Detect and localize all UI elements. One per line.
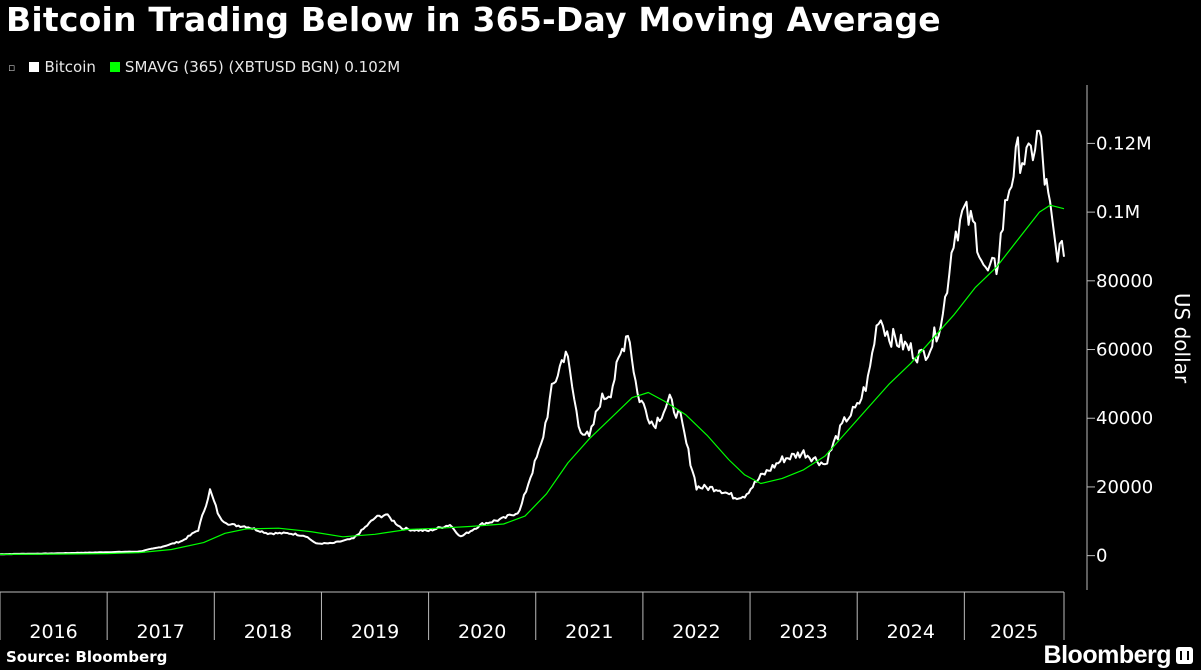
x-tick-label: 2021 [565,621,613,640]
legend-label-bitcoin: Bitcoin [44,58,96,76]
y-tick-label: 20000 [1096,477,1153,498]
x-tick-label: 2024 [887,621,935,640]
legend-swatch-smavg [109,62,120,72]
x-tick-label: 2018 [244,621,292,640]
x-tick-label: 2019 [351,621,399,640]
x-tick-label: 2017 [137,621,185,640]
y-axis-title: US dollar [1170,293,1194,384]
smavg-365-line [0,204,1065,555]
bloomberg-icon [1176,647,1193,664]
y-tick-label: 80000 [1096,271,1153,292]
legend-label-smavg: SMAVG (365) (XBTUSD BGN) 0.102M [124,58,401,76]
y-tick-label: 40000 [1096,408,1153,429]
chart-legend: ▫ Bitcoin SMAVG (365) (XBTUSD BGN) 0.102… [8,57,400,77]
brand-logo: Bloomberg [1043,641,1172,669]
y-tick-label: 60000 [1096,340,1153,361]
source-note: Source: Bloomberg [6,648,168,666]
line-chart: 0 20000 40000 60000 80000 0.1M 0.12M US dollar 2… [0,85,1194,640]
chart-title: Bitcoin Trading Below in 365-Day Moving … [6,0,941,39]
y-tick-label: 0.12M [1096,133,1152,154]
x-tick-label: 2016 [29,621,77,640]
legend-menu-icon[interactable]: ▫ [8,60,16,74]
y-tick-label: 0.1M [1096,202,1140,223]
legend-swatch-bitcoin [29,62,40,72]
x-tick-label: 2025 [990,621,1038,640]
x-tick-label: 2023 [779,621,827,640]
legend-item-smavg[interactable]: SMAVG (365) (XBTUSD BGN) 0.102M [109,58,401,76]
x-tick-label: 2020 [458,621,506,640]
legend-item-bitcoin[interactable]: Bitcoin [29,58,96,76]
x-tick-label: 2022 [672,621,720,640]
y-tick-label: 0 [1096,546,1107,567]
bitcoin-price-line [0,129,1065,556]
